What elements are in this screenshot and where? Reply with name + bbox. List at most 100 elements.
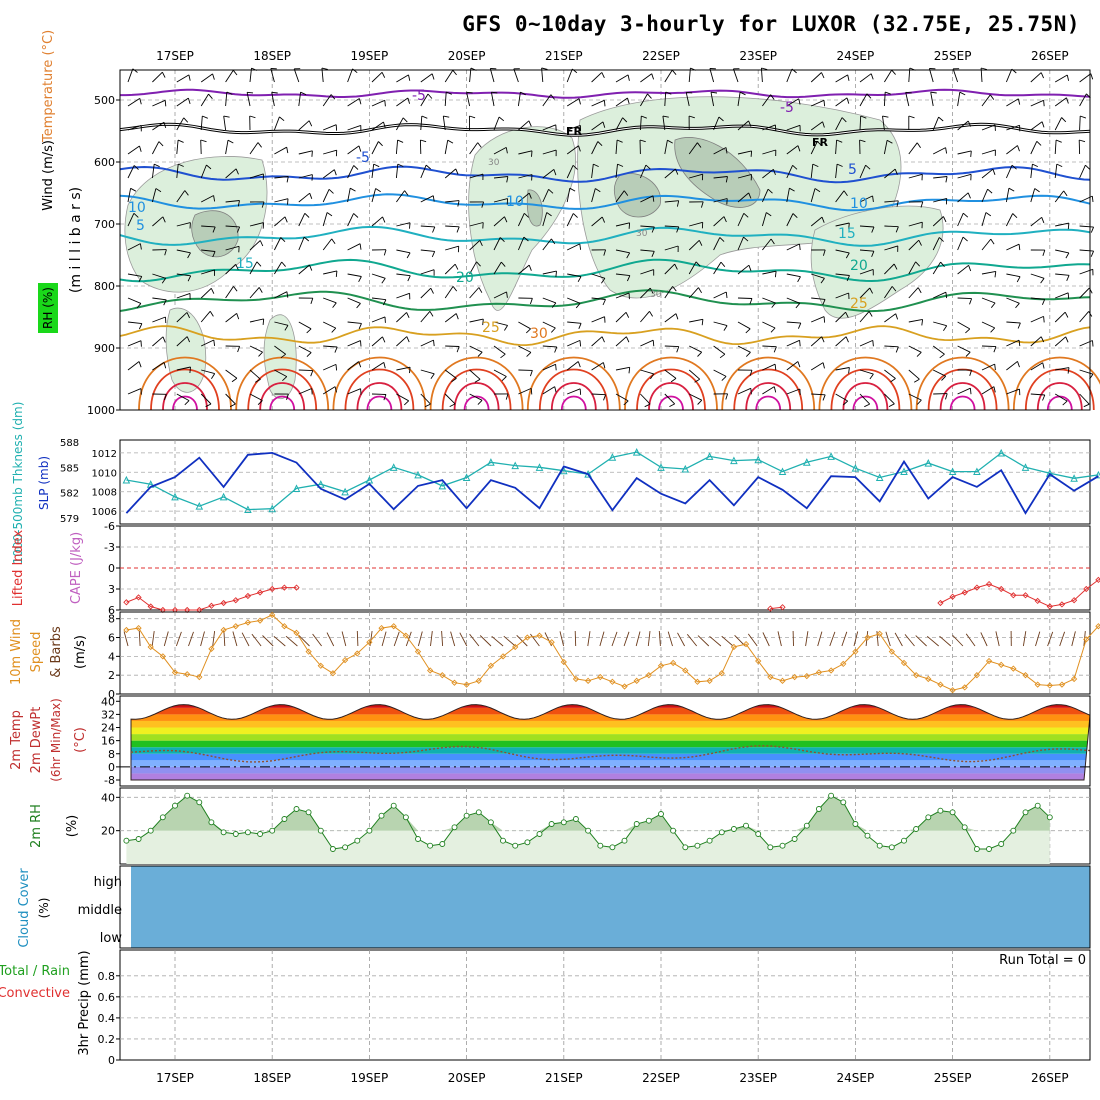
- wind-barb: [444, 286, 454, 299]
- wind-barb-flag: [213, 339, 216, 346]
- wind-barb: [640, 287, 651, 299]
- wind-barb-flag: [579, 243, 582, 250]
- wind10m-barb: [430, 631, 433, 647]
- wind-barb: [542, 124, 556, 131]
- wind-barb: [883, 91, 886, 107]
- wind-barb-flag: [745, 351, 751, 357]
- wind-barb: [981, 212, 987, 227]
- wind-barb: [567, 297, 581, 304]
- wind-barb-flag: [452, 69, 457, 76]
- wind-barb: [493, 261, 502, 275]
- wind-barb-flag: [286, 176, 289, 183]
- wind-barb: [1079, 369, 1094, 375]
- wind-barb-flag: [985, 212, 992, 217]
- wind-barb: [1055, 222, 1069, 227]
- wind-barb: [127, 98, 141, 107]
- wind-barb-flag: [213, 195, 216, 202]
- wind-barb-flag: [822, 362, 825, 369]
- wind-barb-flag: [593, 163, 599, 168]
- rh2m-point: [269, 827, 276, 834]
- wind10m-barb: [326, 632, 335, 647]
- wind-barb-flag: [1066, 74, 1070, 81]
- wind-barb: [225, 245, 240, 251]
- wind-barb-flag: [443, 115, 450, 118]
- wind-barb: [713, 237, 721, 251]
- wind-barb-flag: [572, 213, 578, 218]
- wind-barb-flag: [476, 261, 481, 267]
- wind10m-point: [925, 675, 932, 683]
- wind-barb: [567, 339, 581, 347]
- wind-barb: [542, 297, 557, 304]
- wind-barb: [859, 249, 874, 252]
- lifted-index-point: [135, 594, 142, 601]
- wind-barb-flag: [725, 291, 728, 299]
- wind-barb: [225, 70, 234, 83]
- wind-barb: [127, 273, 142, 277]
- wind-barb: [737, 192, 749, 203]
- wind-barb: [859, 73, 872, 83]
- wind-barb-flag: [969, 388, 972, 395]
- wind-barb-flag: [226, 91, 233, 95]
- thickness-point: [924, 458, 933, 467]
- wind-barb: [566, 213, 574, 227]
- wind10m-point: [135, 624, 142, 632]
- isotherm-line: [119, 165, 1091, 184]
- wind-barb: [664, 369, 677, 379]
- rh2m-point: [828, 792, 835, 799]
- wind-barb: [566, 98, 580, 107]
- wind-barb: [957, 192, 969, 203]
- wind-barb-flag: [965, 328, 971, 334]
- rh2m-point: [208, 819, 215, 826]
- wind-barb: [981, 297, 996, 304]
- wind-barb-flag: [397, 139, 404, 143]
- wind-barb: [810, 336, 822, 347]
- wind-barb: [127, 68, 134, 83]
- wind-barb: [928, 68, 934, 83]
- isotherm-label: 30: [530, 326, 548, 342]
- wind-barb-flag: [886, 139, 893, 144]
- wind-barb: [689, 393, 702, 401]
- wind-barb-flag: [335, 270, 338, 277]
- wind-barb-flag: [577, 361, 581, 368]
- wind-barb: [274, 146, 287, 155]
- wind-barb-flag: [235, 264, 239, 270]
- wind-barb: [884, 69, 893, 83]
- wind-barb-flag: [421, 115, 428, 119]
- rh2m-point: [159, 814, 166, 821]
- rh2m-panel: 40 20 2m RH (%): [29, 787, 1091, 865]
- wind-barb-flag: [420, 139, 427, 143]
- thickness-tick-label: 582: [60, 489, 79, 500]
- wind-barb-flag: [792, 164, 798, 170]
- wind-barb: [225, 168, 237, 179]
- wind10m-point: [767, 673, 774, 681]
- wind-barb: [737, 173, 752, 179]
- rh-contour-label: 30: [650, 290, 662, 300]
- wind-barb: [1079, 393, 1090, 405]
- rh2m-point: [791, 836, 798, 842]
- wind-barb: [957, 120, 969, 131]
- wind10m-barb: [635, 631, 641, 647]
- wind-barb: [347, 165, 355, 179]
- wind-barb-flag: [281, 261, 286, 267]
- temp-band: [131, 753, 1090, 761]
- rh-shade-area: [810, 205, 944, 319]
- rh2m-point: [767, 844, 774, 851]
- wind-barb-flag: [209, 311, 214, 317]
- wind-barb: [981, 124, 996, 131]
- wind-barb-flag: [1055, 139, 1062, 143]
- axis-tick-label: 6: [108, 632, 115, 645]
- wind-barb-flag: [842, 400, 849, 406]
- wind-barb: [1079, 340, 1093, 347]
- wind-barb: [323, 270, 337, 275]
- wind-barb-flag: [821, 72, 825, 79]
- wind-barb-flag: [1085, 164, 1091, 170]
- thickness-point: [875, 473, 884, 481]
- wind-barb-flag: [456, 346, 460, 353]
- wind-barb-flag: [321, 67, 328, 70]
- isotherm-loop: [1036, 382, 1083, 411]
- thickness-point: [948, 467, 957, 476]
- wind-barb-flag: [505, 393, 509, 400]
- wind-barb-flag: [569, 187, 576, 192]
- thickness-point: [754, 455, 763, 464]
- wind-barb: [323, 124, 337, 131]
